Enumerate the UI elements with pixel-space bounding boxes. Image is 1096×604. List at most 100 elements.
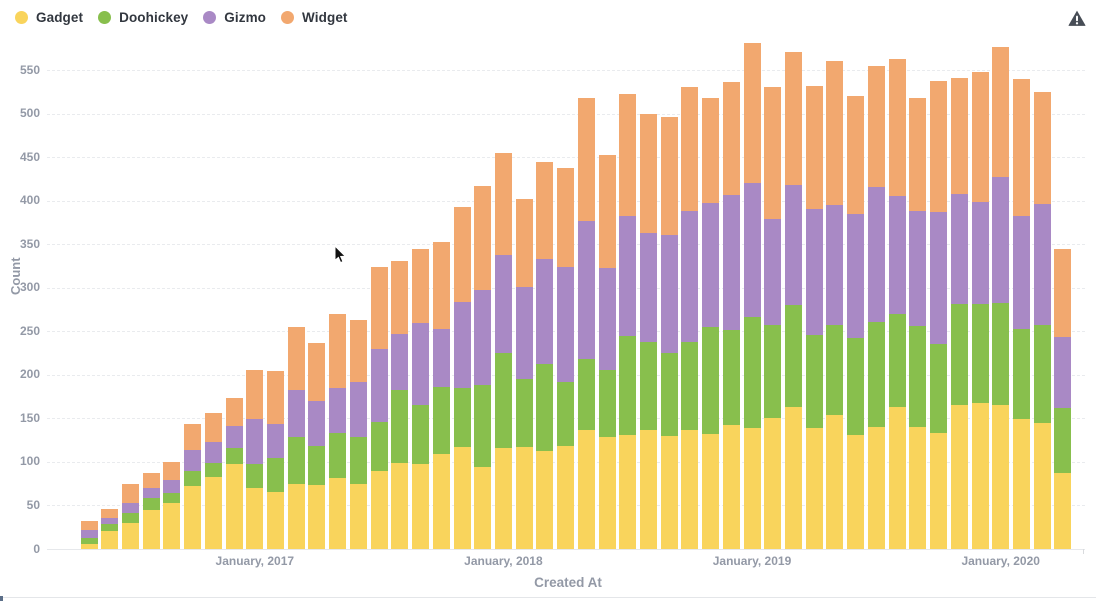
bar-segment-gizmo[interactable] <box>494 254 512 353</box>
bar-segment-widget[interactable] <box>101 508 119 518</box>
bar-segment-gizmo[interactable] <box>702 203 720 327</box>
bar-segment-widget[interactable] <box>287 326 305 390</box>
legend-item-gizmo[interactable]: Gizmo <box>203 10 266 25</box>
stacked-bar-2018-03[interactable] <box>536 162 554 549</box>
bar-segment-doohickey[interactable] <box>702 326 720 435</box>
stacked-bar-2019-06[interactable] <box>847 96 865 549</box>
bar-segment-gadget[interactable] <box>246 487 264 549</box>
bar-segment-gizmo[interactable] <box>888 196 906 314</box>
stacked-bar-2020-04[interactable] <box>1054 249 1072 549</box>
bar-segment-gizmo[interactable] <box>204 441 222 463</box>
bar-segment-widget[interactable] <box>1054 249 1072 338</box>
bar-segment-doohickey[interactable] <box>1033 325 1051 423</box>
bar-segment-gadget[interactable] <box>536 451 554 549</box>
bar-segment-gadget[interactable] <box>494 447 512 549</box>
bar-segment-widget[interactable] <box>329 313 347 388</box>
bar-segment-widget[interactable] <box>826 61 844 205</box>
legend-item-widget[interactable]: Widget <box>281 10 347 25</box>
bar-segment-gadget[interactable] <box>391 462 409 549</box>
stacked-bar-2019-02[interactable] <box>764 87 782 549</box>
bar-segment-widget[interactable] <box>267 370 284 424</box>
bar-segment-doohickey[interactable] <box>80 537 98 544</box>
bar-segment-gizmo[interactable] <box>370 348 388 422</box>
bar-segment-gadget[interactable] <box>702 434 720 550</box>
bar-segment-doohickey[interactable] <box>453 387 471 447</box>
bar-segment-gadget[interactable] <box>930 433 947 549</box>
bar-segment-gizmo[interactable] <box>805 209 823 335</box>
bar-segment-gizmo[interactable] <box>847 214 865 339</box>
bar-segment-doohickey[interactable] <box>515 379 533 448</box>
bar-segment-widget[interactable] <box>619 94 637 217</box>
stacked-bar-2019-09[interactable] <box>909 97 927 549</box>
stacked-bar-2017-09[interactable] <box>412 249 429 549</box>
bar-segment-widget[interactable] <box>722 82 740 196</box>
bar-segment-gadget[interactable] <box>660 435 678 549</box>
bar-segment-gadget[interactable] <box>474 467 492 549</box>
stacked-bar-2017-07[interactable] <box>370 266 388 549</box>
stacked-bar-2019-07[interactable] <box>867 65 885 549</box>
bar-segment-gizmo[interactable] <box>267 423 284 458</box>
bar-segment-gizmo[interactable] <box>598 267 616 370</box>
bar-segment-widget[interactable] <box>163 461 181 481</box>
bar-segment-gizmo[interactable] <box>101 517 119 524</box>
bar-segment-gizmo[interactable] <box>142 487 160 499</box>
bar-segment-widget[interactable] <box>909 97 927 212</box>
bar-segment-gadget[interactable] <box>681 429 699 549</box>
stacked-bar-2016-12[interactable] <box>225 397 243 550</box>
bar-segment-widget[interactable] <box>888 58 906 197</box>
bar-segment-gizmo[interactable] <box>930 212 947 344</box>
stacked-bar-2018-08[interactable] <box>639 114 657 549</box>
bar-segment-widget[interactable] <box>184 423 202 450</box>
stacked-bar-2016-05[interactable] <box>80 521 98 549</box>
bar-segment-widget[interactable] <box>971 71 989 203</box>
bar-segment-gadget[interactable] <box>142 509 160 549</box>
bar-segment-gizmo[interactable] <box>577 220 595 360</box>
stacked-bar-2017-02[interactable] <box>267 370 284 550</box>
bar-segment-gizmo[interactable] <box>681 211 699 342</box>
bar-segment-gadget[interactable] <box>349 483 367 549</box>
stacked-bar-2018-01[interactable] <box>494 152 512 549</box>
bar-segment-widget[interactable] <box>1033 91 1051 205</box>
bar-segment-gadget[interactable] <box>80 543 98 549</box>
stacked-bar-2018-04[interactable] <box>557 167 575 550</box>
bar-segment-gizmo[interactable] <box>909 211 927 327</box>
bar-segment-gizmo[interactable] <box>184 449 202 471</box>
bar-segment-doohickey[interactable] <box>577 359 595 430</box>
bar-segment-doohickey[interactable] <box>785 305 802 407</box>
stacked-bar-2017-05[interactable] <box>329 313 347 549</box>
bar-segment-gadget[interactable] <box>432 454 450 549</box>
bar-segment-gadget[interactable] <box>888 407 906 550</box>
warning-triangle-icon[interactable] <box>1067 8 1087 28</box>
bar-segment-doohickey[interactable] <box>909 326 927 428</box>
bar-segment-widget[interactable] <box>412 249 429 324</box>
bar-segment-widget[interactable] <box>702 97 720 204</box>
bar-segment-doohickey[interactable] <box>722 330 740 426</box>
bar-segment-gizmo[interactable] <box>992 177 1010 304</box>
bar-segment-doohickey[interactable] <box>557 381 575 447</box>
stacked-bar-2016-11[interactable] <box>204 413 222 549</box>
stacked-bar-2017-06[interactable] <box>349 320 367 549</box>
bar-segment-doohickey[interactable] <box>805 334 823 428</box>
bar-segment-gizmo[interactable] <box>349 381 367 437</box>
bar-segment-doohickey[interactable] <box>681 341 699 430</box>
bar-segment-widget[interactable] <box>370 266 388 349</box>
bar-segment-gizmo[interactable] <box>826 204 844 326</box>
bar-segment-gadget[interactable] <box>785 406 802 549</box>
bar-segment-gadget[interactable] <box>764 418 782 549</box>
bar-segment-gadget[interactable] <box>412 463 429 549</box>
bar-segment-gadget[interactable] <box>577 429 595 549</box>
bar-segment-gadget[interactable] <box>1012 419 1030 549</box>
bar-segment-gadget[interactable] <box>225 463 243 549</box>
bar-segment-gizmo[interactable] <box>867 186 885 322</box>
bar-segment-gizmo[interactable] <box>557 266 575 382</box>
bar-segment-doohickey[interactable] <box>163 493 181 503</box>
bar-segment-doohickey[interactable] <box>184 470 202 487</box>
bar-segment-doohickey[interactable] <box>1054 407 1072 474</box>
stacked-bar-2019-08[interactable] <box>888 58 906 550</box>
bar-segment-gizmo[interactable] <box>432 328 450 387</box>
bar-segment-doohickey[interactable] <box>267 457 284 492</box>
bar-segment-doohickey[interactable] <box>639 342 657 431</box>
bar-segment-gadget[interactable] <box>515 447 533 549</box>
stacked-bar-2019-05[interactable] <box>826 61 844 549</box>
bar-segment-gizmo[interactable] <box>1012 216 1030 330</box>
